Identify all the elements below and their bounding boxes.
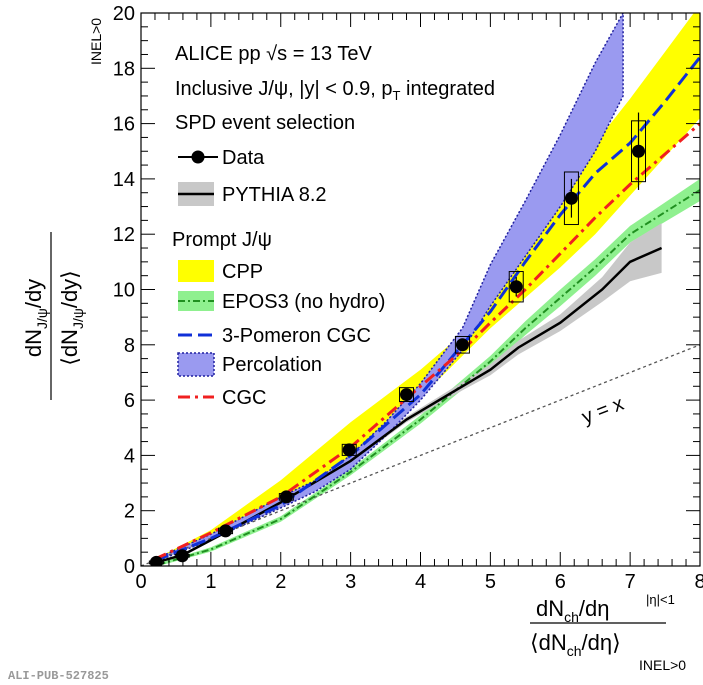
data-point bbox=[564, 191, 578, 205]
y-tick-label: 18 bbox=[113, 58, 135, 80]
x-tick-label: 6 bbox=[555, 571, 566, 593]
x-axis-label-side: INEL>0 bbox=[639, 657, 686, 673]
y-den-end: /dy⟩ bbox=[57, 270, 82, 308]
data-point bbox=[342, 443, 356, 457]
data-syst-box bbox=[563, 171, 579, 226]
legend-percolation-swatch bbox=[177, 352, 215, 377]
x-tick-label: 7 bbox=[625, 571, 636, 593]
x-tick-label: 5 bbox=[485, 571, 496, 593]
y-tick-label: 6 bbox=[124, 390, 135, 412]
x-den-end: /dη⟩ bbox=[582, 630, 621, 655]
data-point bbox=[149, 555, 163, 566]
epos-line bbox=[158, 189, 700, 566]
x-num-end: /dη bbox=[579, 596, 610, 621]
y-tick-label: 12 bbox=[113, 224, 135, 246]
y-num-end: /dy bbox=[21, 279, 46, 308]
header-line-3: SPD event selection bbox=[175, 112, 355, 134]
legend-cpp-label: CPP bbox=[222, 261, 263, 283]
y-tick-label: 8 bbox=[124, 335, 135, 357]
y-den-sub: J/ψ bbox=[70, 308, 86, 329]
y-tick-label: 16 bbox=[113, 114, 135, 136]
header-text: ALICE pp √s = 13 TeV Inclusive J/ψ, |y| … bbox=[175, 43, 495, 134]
header-line-2-end: integrated bbox=[400, 78, 495, 100]
percolation-band bbox=[154, 13, 624, 564]
data-syst-box bbox=[399, 387, 415, 402]
legend-epos-label: EPOS3 (no hydro) bbox=[222, 291, 385, 313]
y-tick-label: 20 bbox=[113, 3, 135, 25]
x-axis-label-sup: |η|<1 bbox=[646, 592, 675, 607]
data-point bbox=[455, 338, 469, 352]
legend-cpp-swatch bbox=[178, 260, 214, 282]
x-tick-label: 4 bbox=[415, 571, 426, 593]
x-tick-label: 0 bbox=[135, 571, 146, 593]
legend-prompt-header: Prompt J/ψ bbox=[172, 229, 272, 251]
x-axis-label-denominator: ⟨dNch/dη⟩ bbox=[530, 630, 621, 659]
x-den-main: ⟨dN bbox=[530, 630, 567, 655]
y-axis-label: dNJ/ψ/dy ⟨dNJ/ψ/dy⟩ bbox=[21, 232, 86, 400]
pomeron-line bbox=[154, 56, 700, 562]
y-den-main: ⟨dN bbox=[57, 329, 82, 366]
y-tick-label: 14 bbox=[113, 169, 135, 191]
x-axis-label: dNch/dη |η|<1 ⟨dNch/dη⟩ INEL>0 bbox=[530, 592, 686, 673]
y-tick-label: 2 bbox=[124, 501, 135, 523]
y-num-sub: J/ψ bbox=[34, 308, 50, 329]
legend-data-marker bbox=[191, 150, 205, 164]
data-point bbox=[219, 524, 233, 538]
data-point bbox=[175, 549, 189, 563]
legend-data-label: Data bbox=[222, 147, 265, 169]
legend-pomeron-label: 3-Pomeron CGC bbox=[222, 325, 371, 347]
x-tick-label: 3 bbox=[345, 571, 356, 593]
x-axis-label-numerator: dNch/dη bbox=[536, 596, 610, 625]
x-tick-label: 8 bbox=[694, 571, 703, 593]
header-line-2: Inclusive J/ψ, |y| < 0.9, pT integrated bbox=[175, 78, 495, 103]
cgc-line bbox=[154, 122, 700, 561]
data-point bbox=[509, 280, 523, 294]
epos-band bbox=[158, 178, 700, 566]
legend-cgc-label: CGC bbox=[222, 387, 266, 409]
y-tick-label: 10 bbox=[113, 280, 135, 302]
data-point bbox=[400, 388, 414, 402]
x-num-main: dN bbox=[536, 596, 564, 621]
header-line-2-main: Inclusive J/ψ, |y| < 0.9, p bbox=[175, 78, 393, 100]
y-num-main: dN bbox=[21, 329, 46, 357]
x-den-sub: ch bbox=[567, 643, 582, 659]
legend: Data PYTHIA 8.2 Prompt J/ψ CPP EPOS3 (no… bbox=[172, 147, 385, 409]
y-axis-label-numerator: dNJ/ψ/dy bbox=[21, 279, 50, 357]
data-points bbox=[148, 112, 647, 566]
x-tick-label: 1 bbox=[205, 571, 216, 593]
data-syst-box bbox=[454, 336, 470, 354]
y-axis-label-denominator: ⟨dNJ/ψ/dy⟩ bbox=[57, 270, 86, 366]
y-tick-label: 4 bbox=[124, 445, 135, 467]
watermark: ALI-PUB-527825 bbox=[8, 669, 109, 683]
y-axis-label-side: INEL>0 bbox=[88, 18, 104, 65]
header-line-2-sub: T bbox=[393, 88, 401, 103]
legend-pythia-label: PYTHIA 8.2 bbox=[222, 184, 327, 206]
legend-percolation-label: Percolation bbox=[222, 354, 322, 376]
model-bands bbox=[154, 13, 700, 566]
x-num-sub: ch bbox=[564, 609, 579, 625]
data-syst-box bbox=[508, 271, 524, 303]
data-point bbox=[632, 144, 646, 158]
y-tick-label: 0 bbox=[124, 556, 135, 578]
header-line-1: ALICE pp √s = 13 TeV bbox=[175, 43, 372, 65]
diagonal-line bbox=[141, 344, 700, 566]
x-tick-label: 2 bbox=[275, 571, 286, 593]
data-point bbox=[279, 490, 293, 504]
diagonal-label: y = x bbox=[579, 393, 627, 429]
